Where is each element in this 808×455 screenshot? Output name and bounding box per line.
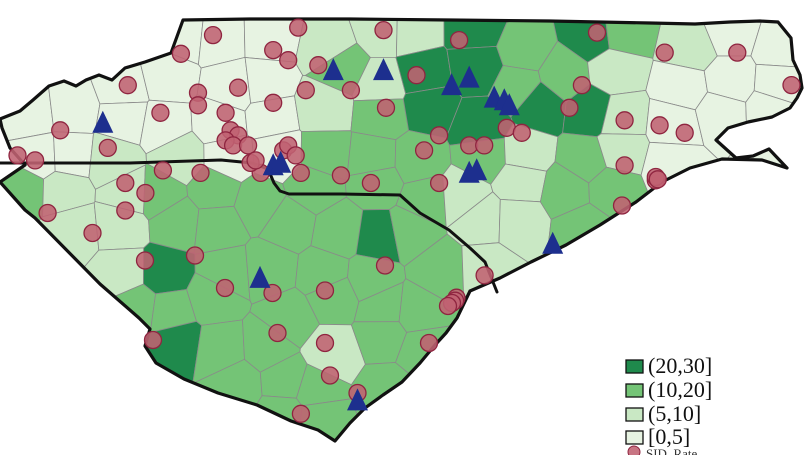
svg-text:(10,20]: (10,20] [648, 377, 712, 402]
svg-text:SID_Rate: SID_Rate [646, 446, 698, 455]
svg-text:(20,30]: (20,30] [648, 353, 712, 378]
svg-text:(5,10]: (5,10] [648, 401, 701, 426]
